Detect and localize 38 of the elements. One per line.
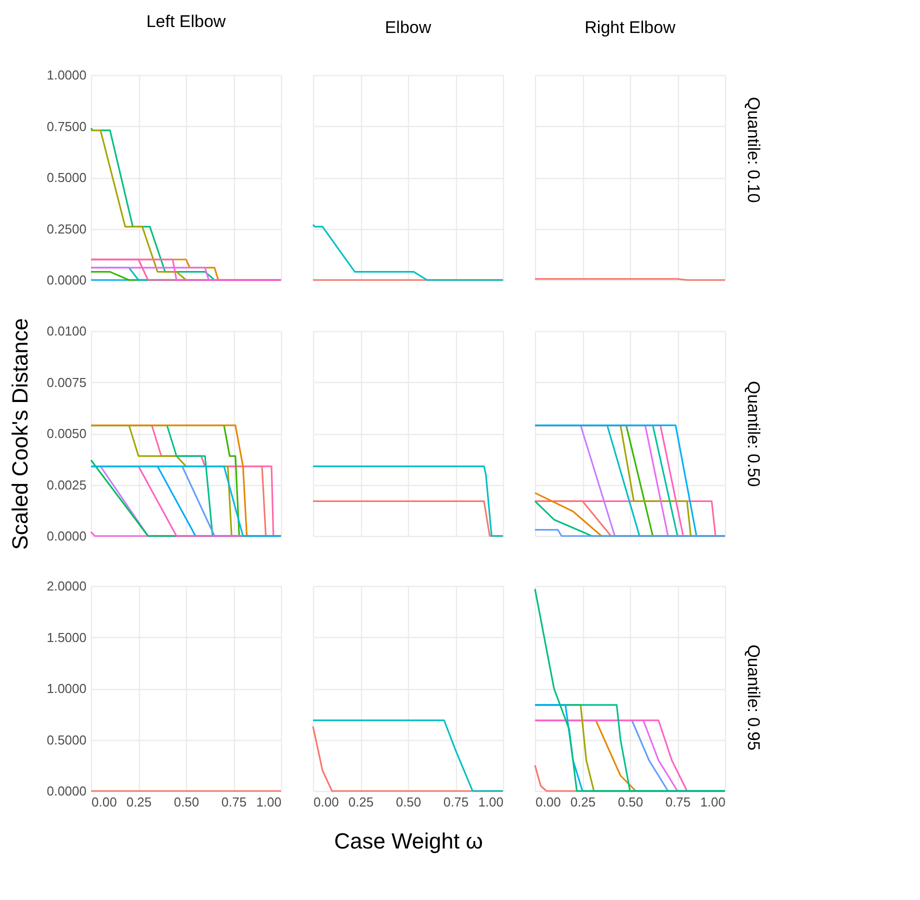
y-tick-label: 1.5000 [46, 630, 86, 645]
y-tick-label: 1.0000 [46, 68, 86, 82]
y-tick-label: 0.0050 [46, 426, 86, 441]
x-axis-title: Case Weight ω [334, 828, 483, 854]
y-tick-label: 1.0000 [46, 681, 86, 696]
y-tick-label: 0.7500 [46, 118, 86, 134]
x-tick-label: 0.75 [221, 794, 247, 810]
y-tick-label: 0.0000 [46, 784, 86, 798]
x-tick-label: 0.50 [396, 794, 422, 810]
x-tick-label: 0.75 [443, 794, 469, 810]
x-tick-label: 0.00 [536, 794, 561, 810]
y-axis-title: Scaled Cook's Distance [8, 318, 33, 550]
y2-axis-title: Quantile: 0.50 [744, 380, 763, 487]
y-tick-label: 0.0000 [46, 272, 86, 288]
y-tick-label: 0.0100 [46, 324, 86, 338]
x-tick-label: 0.50 [174, 794, 200, 810]
chart-title: Right Elbow [584, 18, 676, 37]
x-tick-label: 1.00 [700, 794, 726, 810]
y-tick-label: 0.0075 [46, 374, 86, 390]
x-tick-label: 0.00 [314, 794, 339, 810]
x-tick-label: 0.25 [126, 794, 152, 810]
y2-axis-title: Quantile: 0.10 [744, 96, 763, 203]
x-tick-label: 0.00 [92, 794, 117, 810]
y-tick-label: 0.2500 [46, 221, 86, 236]
x-tick-label: 0.50 [618, 794, 644, 810]
y-tick-label: 0.0000 [46, 528, 86, 544]
y-tick-label: 0.5000 [46, 170, 86, 185]
x-tick-label: 0.75 [665, 794, 691, 810]
y-tick-label: 0.0025 [46, 477, 86, 492]
chart-title: Elbow [384, 18, 432, 37]
x-tick-label: 0.25 [570, 794, 596, 810]
y2-axis-title: Quantile: 0.95 [744, 644, 763, 750]
y-tick-label: 0.5000 [46, 732, 86, 748]
x-tick-label: 1.00 [256, 794, 282, 810]
x-tick-label: 0.25 [348, 794, 374, 810]
y-tick-label: 2.0000 [46, 578, 86, 594]
x-tick-label: 1.00 [478, 794, 504, 810]
chart-title: Left Elbow [146, 12, 226, 31]
